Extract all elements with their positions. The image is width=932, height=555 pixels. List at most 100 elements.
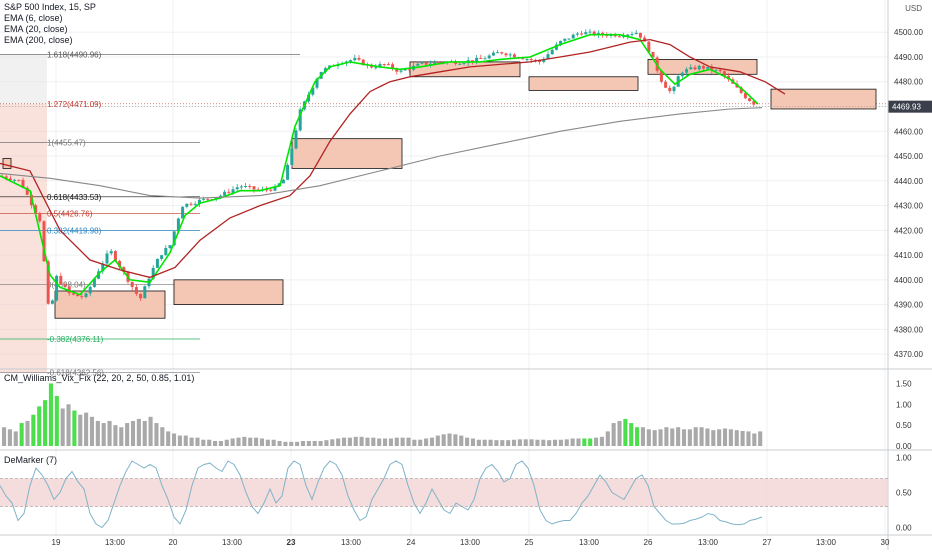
candle-body-75 <box>315 78 319 88</box>
vix-bar-61 <box>359 436 364 446</box>
zone-box-1 <box>54 290 166 319</box>
vix-bar-88 <box>517 439 522 446</box>
vix-bar-73 <box>429 437 434 446</box>
vix-bar-70 <box>412 439 417 446</box>
vix-bar-118 <box>693 427 698 446</box>
demarker-tick-2: 0.00 <box>896 524 912 533</box>
price-tick-7: 4430.00 <box>894 202 923 211</box>
candle-body-38 <box>160 255 164 259</box>
currency-label: USD <box>905 4 922 13</box>
candle-body-1 <box>4 176 8 179</box>
vix-bar-17 <box>101 423 106 446</box>
demarker-tick-0: 1.00 <box>896 454 912 463</box>
candle-body-128 <box>538 60 542 62</box>
candle-body-37 <box>155 258 159 268</box>
candle-body-120 <box>504 53 508 56</box>
vix-bar-28 <box>166 431 171 446</box>
price-tick-1: 4490.00 <box>894 53 923 62</box>
time-label-13: 13:00 <box>816 538 837 547</box>
vix-bar-43 <box>254 437 259 446</box>
candle-body-10 <box>42 221 46 262</box>
vix-bar-29 <box>171 433 177 446</box>
candle-body-151 <box>634 32 638 35</box>
demarker-title[interactable]: DeMarker (7) <box>4 455 58 465</box>
candle-body-28 <box>118 260 122 268</box>
vix-bar-101 <box>594 437 599 446</box>
vix-bar-47 <box>277 440 282 446</box>
vix-bar-20 <box>119 427 124 446</box>
candle-body-21 <box>88 286 92 294</box>
price-tick-9: 4410.00 <box>894 251 923 260</box>
vix-bar-123 <box>722 428 728 446</box>
candle-body-94 <box>395 68 399 72</box>
candle-body-29 <box>122 267 126 272</box>
candle-body-144 <box>605 35 609 37</box>
candle-body-122 <box>512 54 516 58</box>
candle-body-12 <box>50 300 54 304</box>
vix-bar-112 <box>658 429 663 446</box>
symbol-title[interactable]: S&P 500 Index, 15, SP <box>4 2 96 12</box>
candle-body-160 <box>672 86 676 92</box>
candle-body-163 <box>685 69 689 73</box>
candle-body-45 <box>189 203 193 205</box>
vix-fix-title[interactable]: CM_Williams_Vix_Fix (22, 20, 2, 50, 0.85… <box>4 373 195 383</box>
time-label-4: 23 <box>287 538 296 547</box>
price-tick-10: 4400.00 <box>894 276 923 285</box>
candle-body-119 <box>500 52 504 54</box>
vix-bar-87 <box>511 439 517 446</box>
vix-bar-27 <box>160 427 165 446</box>
candle-body-110 <box>462 63 466 65</box>
candle-body-66 <box>277 183 281 187</box>
vix-bar-84 <box>494 440 499 446</box>
candle-body-70 <box>294 130 298 149</box>
vix-bar-77 <box>453 434 458 446</box>
candle-body-104 <box>437 62 441 64</box>
candle-body-17 <box>71 293 75 295</box>
vix-bar-62 <box>365 437 370 446</box>
vix-bar-37 <box>218 440 223 446</box>
candle-body-77 <box>323 68 327 72</box>
candle-body-116 <box>487 55 491 59</box>
ema200-legend[interactable]: EMA (200, close) <box>4 35 73 45</box>
vix-bar-39 <box>230 438 235 446</box>
vix-bar-121 <box>711 430 716 446</box>
vix-bar-94 <box>552 439 558 446</box>
vix-bar-69 <box>406 437 411 446</box>
vix-bar-5 <box>31 414 36 446</box>
price-tick-12: 4380.00 <box>894 325 923 334</box>
time-label-6: 24 <box>407 538 416 547</box>
candle-body-157 <box>659 70 663 82</box>
candle-body-31 <box>130 281 134 288</box>
candle-body-166 <box>697 65 701 70</box>
candle-body-22 <box>92 278 96 287</box>
candle-body-48 <box>202 198 206 200</box>
time-label-11: 13:00 <box>698 538 719 547</box>
vix-bar-54 <box>318 440 323 446</box>
candle-body-158 <box>664 81 668 88</box>
candle-body-4 <box>17 179 21 181</box>
ema20-legend[interactable]: EMA (20, close) <box>4 24 68 34</box>
candle-body-99 <box>416 63 420 66</box>
vix-bar-86 <box>506 440 511 446</box>
vix-bar-120 <box>705 428 710 446</box>
vix-bar-71 <box>418 439 423 446</box>
candle-body-176 <box>739 87 743 93</box>
vix-bar-90 <box>529 439 534 446</box>
vix-bar-6 <box>37 406 42 446</box>
ema6-legend[interactable]: EMA (6, close) <box>4 13 63 23</box>
vix-bar-125 <box>734 430 739 446</box>
candle-body-97 <box>407 69 411 71</box>
demarker-tick-1: 0.50 <box>896 489 912 498</box>
vix-bar-109 <box>640 427 646 446</box>
vix-bar-127 <box>746 431 751 446</box>
candle-body-177 <box>743 92 747 99</box>
vix-bar-106 <box>623 418 628 446</box>
vix-bar-64 <box>377 438 382 446</box>
vix-bar-32 <box>189 437 194 446</box>
vix-bar-18 <box>107 420 112 446</box>
vix-bar-110 <box>646 429 651 446</box>
vix-bar-91 <box>535 439 540 446</box>
vix-bar-66 <box>388 438 393 446</box>
vix-bar-48 <box>283 441 288 446</box>
